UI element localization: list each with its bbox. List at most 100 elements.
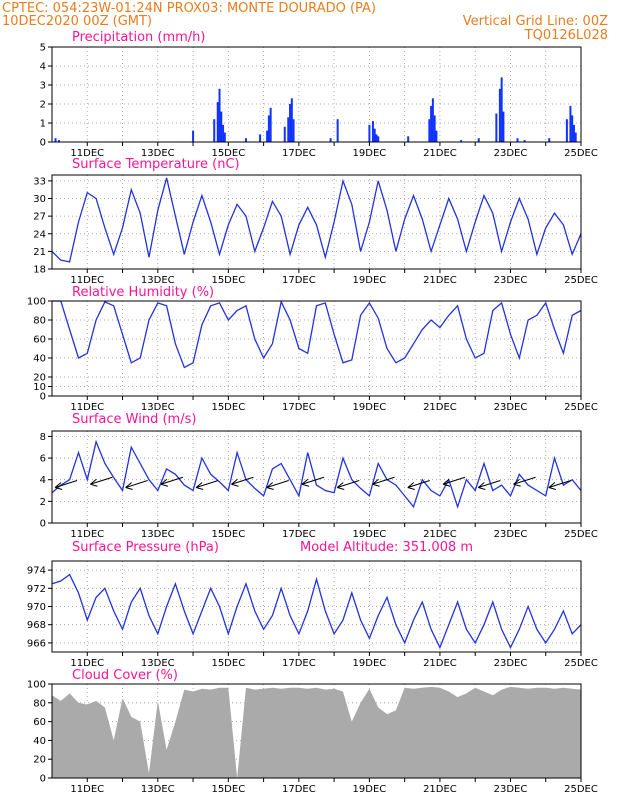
precip-bar: [569, 105, 572, 142]
wind-arrow-head: [231, 478, 239, 487]
panel-subtitle: Model Altitude: 351.008 m: [300, 540, 473, 555]
wind-arrow: [513, 476, 536, 485]
x-tick-label: 11DEC: [70, 529, 104, 540]
x-tick-label: 13DEC: [141, 784, 175, 795]
x-tick-label: 19DEC: [353, 148, 387, 159]
wind-arrow: [407, 480, 430, 489]
y-tick-label: 968: [27, 620, 46, 631]
x-tick-label: 23DEC: [494, 275, 528, 286]
precip-bar: [267, 115, 270, 142]
y-tick-label: 27: [33, 212, 46, 223]
y-tick-label: 100: [27, 297, 46, 308]
precip-bar: [290, 98, 293, 142]
panel-frame: [51, 46, 582, 143]
y-tick-label: 80: [33, 316, 46, 327]
x-tick-label: 17DEC: [282, 402, 316, 413]
wind-arrow: [196, 480, 219, 489]
precip-bar: [216, 102, 219, 142]
precip-bar: [292, 119, 295, 142]
panel-title: Relative Humidity (%): [72, 285, 214, 300]
y-tick-label: 1: [40, 119, 46, 130]
precip-bar: [373, 128, 376, 142]
y-tick-label: 10: [33, 382, 46, 393]
precip-bar: [430, 105, 433, 142]
series-line: [51, 573, 582, 650]
wind-arrow-head: [372, 478, 380, 487]
x-tick-label: 19DEC: [353, 784, 387, 795]
wind-arrow: [266, 480, 289, 489]
x-tick-label: 21DEC: [423, 148, 457, 159]
y-tick-label: 0: [40, 774, 46, 785]
precip-bar: [431, 98, 434, 142]
wind-arrow: [442, 476, 466, 485]
x-tick-label: 23DEC: [494, 529, 528, 540]
x-tick-label: 17DEC: [282, 784, 316, 795]
x-tick-label: 17DEC: [282, 529, 316, 540]
precip-bar: [571, 115, 574, 142]
precip-bar: [329, 138, 332, 142]
precip-bar: [572, 124, 575, 142]
y-tick-label: 20: [33, 755, 46, 766]
y-tick-label: 8: [40, 432, 46, 443]
y-tick-label: 40: [33, 736, 46, 747]
precip-bar: [266, 130, 269, 142]
x-tick-label: 17DEC: [282, 275, 316, 286]
x-tick-label: 13DEC: [141, 275, 175, 286]
precip-bar: [407, 136, 410, 142]
y-tick-label: 30: [33, 194, 46, 205]
precip-bar: [574, 132, 577, 142]
precip-bar: [523, 140, 526, 142]
precip-bar: [218, 88, 221, 142]
y-tick-label: 21: [33, 247, 46, 258]
panel-title: Surface Pressure (hPa): [72, 540, 219, 555]
precip-bar: [565, 119, 568, 142]
panel-frame: [51, 174, 582, 270]
series-line: [52, 299, 582, 369]
x-tick-label: 15DEC: [211, 658, 245, 669]
panel-frame: [51, 683, 582, 779]
panel-5: Surface Pressure (hPa) Model Altitude: 35…: [27, 540, 598, 669]
precip-bar: [460, 140, 463, 142]
wind-arrow-head: [301, 478, 310, 487]
y-tick-label: 0: [40, 519, 46, 530]
cloud-cover-area: [52, 686, 581, 778]
wind-arrow-head: [54, 482, 63, 491]
panel-title: Precipitation (mm/h): [72, 30, 205, 45]
precip-bar: [287, 117, 290, 142]
x-tick-label: 15DEC: [211, 275, 245, 286]
x-tick-label: 15DEC: [211, 402, 245, 413]
precip-bar: [516, 138, 519, 142]
precip-bar: [220, 111, 223, 142]
wind-arrow-head: [160, 478, 169, 487]
precip-bar: [377, 136, 380, 142]
precip-bar: [433, 115, 436, 142]
x-tick-label: 19DEC: [353, 658, 387, 669]
panel-title: Cloud Cover (%): [72, 668, 178, 683]
precip-bar: [223, 132, 226, 142]
panel-frame: [51, 300, 582, 397]
y-tick-label: 18: [33, 265, 46, 276]
x-tick-label: 23DEC: [494, 784, 528, 795]
y-tick-label: 6: [40, 454, 46, 465]
panel-1: Precipitation (mm/h) 0 1 2 3 4 5 11DEC 13DEC 15DE…: [40, 30, 598, 159]
wind-arrow: [337, 480, 360, 489]
wind-arrow: [90, 476, 113, 485]
wind-arrow: [125, 480, 148, 489]
precip-bar: [498, 88, 501, 142]
x-tick-label: 19DEC: [353, 402, 387, 413]
wind-arrow-head: [407, 482, 415, 491]
panel-title: Surface Wind (m/s): [72, 412, 196, 427]
panel-4: Surface Wind (m/s) 0 2 4 6 8 11DEC 13DEC 15DEC 17…: [40, 412, 598, 540]
y-tick-label: 3: [40, 81, 46, 92]
x-tick-label: 13DEC: [141, 402, 175, 413]
precip-bar: [495, 113, 498, 142]
x-tick-label: 11DEC: [70, 784, 104, 795]
run-date: 10DEC2020 00Z (GMT): [2, 14, 152, 29]
grid-line-note: Vertical Grid Line: 00Z: [463, 14, 608, 29]
y-tick-label: 33: [33, 176, 46, 187]
x-tick-label: 15DEC: [211, 148, 245, 159]
x-tick-label: 13DEC: [141, 529, 175, 540]
precip-bar: [222, 124, 225, 142]
y-tick-label: 0: [40, 392, 46, 403]
panel-title: Surface Temperature (nC): [72, 157, 240, 172]
